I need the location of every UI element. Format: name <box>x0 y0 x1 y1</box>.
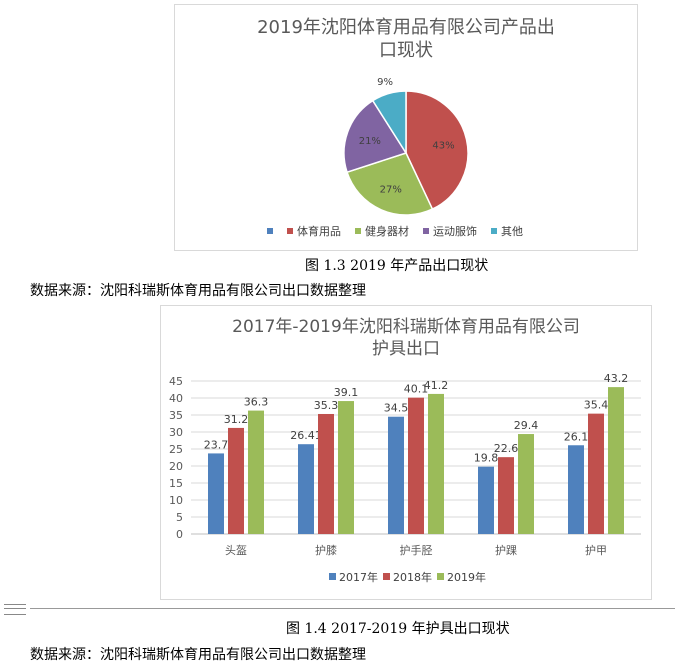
data-source-note-1: 数据来源：沈阳科瑞斯体育用品有限公司出口数据整理 <box>30 283 366 299</box>
bar-3-4 <box>518 434 534 534</box>
bar-3-1 <box>248 410 264 534</box>
y-tick-label: 40 <box>169 392 183 405</box>
pie-slice-label-4: 9% <box>377 77 393 88</box>
bar-1-1 <box>208 453 224 534</box>
pie-legend-label-4: 其他 <box>501 225 523 238</box>
bar-1-3 <box>388 416 404 534</box>
pie-legend-marker-2 <box>355 228 361 234</box>
bar-3-3 <box>428 393 444 534</box>
y-tick-label: 20 <box>169 460 183 473</box>
y-tick-label: 15 <box>169 477 183 490</box>
pie-slice-2 <box>346 152 434 216</box>
bar-data-label: 43.2 <box>604 372 629 385</box>
y-tick-label: 0 <box>176 528 183 541</box>
bar-data-label: 26.1 <box>564 430 589 443</box>
y-tick-label: 25 <box>169 443 183 456</box>
pie-legend-label-1: 体育用品 <box>297 224 341 238</box>
bar-2-2 <box>318 413 334 534</box>
bar-1-2 <box>298 444 314 534</box>
bar-legend-marker-1 <box>329 573 336 580</box>
bar-data-label: 35.3 <box>314 399 339 412</box>
page-divider <box>30 608 675 609</box>
bar-2-4 <box>498 457 514 534</box>
bar-2-3 <box>408 397 424 534</box>
bar-data-label: 34.5 <box>384 402 409 415</box>
bar-legend-marker-3 <box>437 573 444 580</box>
y-tick-label: 5 <box>176 511 183 524</box>
bar-data-label: 29.4 <box>514 419 539 432</box>
bar-title-line-1: 2017年-2019年沈阳科瑞斯体育用品有限公司 <box>232 317 580 337</box>
bar-3-5 <box>608 387 624 534</box>
bar-data-label: 19.8 <box>474 452 499 465</box>
bar-2-1 <box>228 427 244 534</box>
bar-chart: 2017年-2019年沈阳科瑞斯体育用品有限公司 护具出口 0 5 10 15 20 25 30… <box>160 305 652 600</box>
pie-legend-label-2: 健身器材 <box>365 224 409 238</box>
pie-legend-marker-1 <box>287 228 293 234</box>
bar-legend-label-1: 2017年 <box>339 570 378 584</box>
bar-1-5 <box>568 445 584 534</box>
bar-title-line-2: 护具出口 <box>372 339 440 359</box>
pie-slice-1 <box>405 90 469 211</box>
y-tick-label: 10 <box>169 494 183 507</box>
figure-1-4-caption: 图 1.4 2017-2019 年护具出口现状 <box>286 621 510 637</box>
bar-data-label: 22.6 <box>494 442 519 455</box>
pie-legend-marker-4 <box>491 228 497 234</box>
bar-data-label: 31.2 <box>224 413 249 426</box>
x-tick-label: 护甲 <box>585 543 607 557</box>
pie-legend-label-3: 运动服饰 <box>433 224 477 238</box>
pie-legend-marker-blank <box>267 228 273 234</box>
pie-chart: 2019年沈阳体育用品有限公司产品出 口现状 43% 27% 21% 9% 体育用品 健身器材… <box>174 4 638 251</box>
bar-data-label: 41.2 <box>424 379 449 392</box>
figure-1-3-caption: 图 1.3 2019 年产品出口现状 <box>305 258 489 274</box>
pie-title-line-2: 口现状 <box>379 40 433 61</box>
bar-legend-label-3: 2019年 <box>447 570 486 584</box>
y-tick-label: 30 <box>169 426 183 439</box>
pie-slice-label-1: 43% <box>432 141 454 152</box>
x-tick-label: 头盔 <box>225 543 247 557</box>
pie-slice-label-3: 21% <box>359 136 381 147</box>
pie-slice-3 <box>343 99 408 174</box>
bar-data-label: 23.7 <box>204 438 229 451</box>
data-source-note-2: 数据来源：沈阳科瑞斯体育用品有限公司出口数据整理 <box>30 647 366 663</box>
y-tick-label: 35 <box>169 409 183 422</box>
bar-data-label: 39.1 <box>334 386 359 399</box>
bar-legend-label-2: 2018年 <box>393 570 432 584</box>
x-tick-label: 护手胫 <box>400 543 433 557</box>
bar-data-label: 35.4 <box>584 399 609 412</box>
x-tick-label: 护膝 <box>315 543 337 557</box>
y-tick-label: 45 <box>169 375 183 388</box>
bar-1-4 <box>478 466 494 534</box>
bar-data-label: 40.1 <box>404 383 429 396</box>
x-tick-label: 护踝 <box>495 543 517 557</box>
pie-title-line-1: 2019年沈阳体育用品有限公司产品出 <box>257 17 555 38</box>
bar-2-5 <box>588 413 604 534</box>
pie-slice-4 <box>371 90 407 156</box>
bar-data-label: 26.41 <box>290 429 322 442</box>
bar-legend-marker-2 <box>383 573 390 580</box>
pie-legend-marker-3 <box>423 228 429 234</box>
pie-slice-label-2: 27% <box>380 184 402 195</box>
bar-3-2 <box>338 401 354 534</box>
bar-data-label: 36.3 <box>244 396 269 409</box>
page-break-icon <box>4 604 26 615</box>
